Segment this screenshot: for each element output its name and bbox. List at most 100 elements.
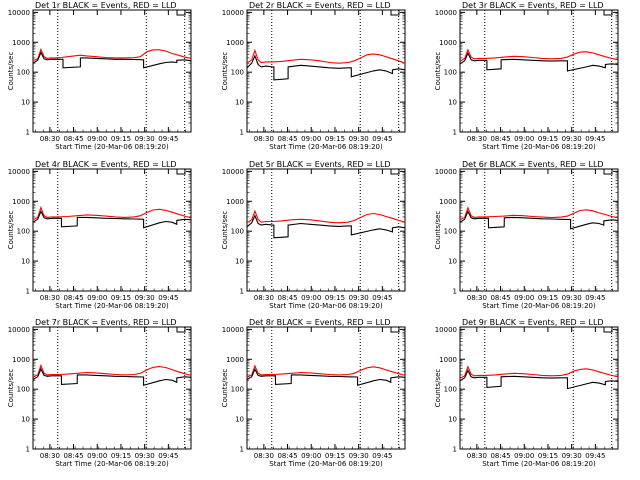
y-axis-label: Counts/sec <box>221 52 229 91</box>
corner-marker <box>603 10 613 16</box>
x-tick-label: 09:00 <box>87 135 107 143</box>
series-line-events <box>459 51 619 72</box>
corner-marker <box>176 327 186 333</box>
panel-title: Det 2r BLACK = Events, RED = LLD <box>249 1 391 10</box>
x-tick-label: 09:15 <box>538 452 558 460</box>
y-axis-label: Counts/sec <box>7 369 15 408</box>
y-tick-label: 100 <box>17 228 30 236</box>
y-tick-label: 1 <box>453 288 457 296</box>
detector-panel: Det 9r BLACK = Events, RED = LLD 1 10 100 10… <box>434 318 619 468</box>
series-line-lld <box>459 48 619 62</box>
series-line-events <box>246 368 406 387</box>
panel-title: Det 6r BLACK = Events, RED = LLD <box>462 160 604 169</box>
x-tick-label: 08:45 <box>490 294 510 302</box>
y-tick-label: 1 <box>453 129 457 137</box>
x-tick-label: 09:45 <box>585 452 605 460</box>
detector-panel: Det 3r BLACK = Events, RED = LLD 1 10 100 10… <box>434 1 619 151</box>
y-tick-label: 1 <box>26 446 30 454</box>
detector-panel: Det 8r BLACK = Events, RED = LLD 1 10 100 10… <box>221 318 406 468</box>
y-axis-label: Counts/sec <box>434 369 442 408</box>
x-tick-label: 09:30 <box>562 452 582 460</box>
x-axis-label: Start Time (20-Mar-06 08:19:20) <box>269 302 383 310</box>
x-tick-label: 08:45 <box>63 135 83 143</box>
x-tick-label: 09:30 <box>349 135 369 143</box>
series-line-lld <box>32 47 192 62</box>
plot-frame <box>32 326 192 450</box>
x-tick-label: 08:30 <box>467 294 487 302</box>
series-line-lld <box>459 365 619 379</box>
y-tick-label: 10000 <box>222 326 244 334</box>
y-tick-label: 1000 <box>439 39 457 47</box>
x-tick-label: 09:00 <box>514 294 534 302</box>
panel-title: Det 3r BLACK = Events, RED = LLD <box>462 1 604 10</box>
x-tick-label: 09:15 <box>325 294 345 302</box>
x-axis-label: Start Time (20-Mar-06 08:19:20) <box>482 143 596 151</box>
x-tick-label: 09:30 <box>349 294 369 302</box>
x-tick-label: 09:15 <box>538 294 558 302</box>
x-axis-label: Start Time (20-Mar-06 08:19:20) <box>269 460 383 468</box>
x-tick-label: 09:00 <box>514 452 534 460</box>
x-tick-label: 09:45 <box>158 294 178 302</box>
x-axis-label: Start Time (20-Mar-06 08:19:20) <box>482 302 596 310</box>
y-tick-label: 10 <box>235 99 244 107</box>
y-axis-label: Counts/sec <box>221 211 229 250</box>
y-tick-label: 100 <box>17 69 30 77</box>
y-axis-label: Counts/sec <box>7 52 15 91</box>
series-line-events <box>32 367 192 387</box>
y-tick-label: 100 <box>231 228 244 236</box>
y-tick-label: 1 <box>240 446 244 454</box>
x-tick-label: 09:00 <box>301 135 321 143</box>
y-tick-label: 1000 <box>12 198 30 206</box>
y-tick-label: 1 <box>453 446 457 454</box>
y-tick-label: 10000 <box>435 9 457 17</box>
y-tick-label: 10 <box>448 99 457 107</box>
y-tick-label: 1000 <box>226 39 244 47</box>
x-tick-label: 08:30 <box>254 135 274 143</box>
x-tick-label: 09:45 <box>372 135 392 143</box>
series-line-events <box>246 54 406 81</box>
series-line-events <box>32 51 192 69</box>
x-tick-label: 08:45 <box>277 135 297 143</box>
series-line-events <box>459 369 619 390</box>
x-tick-label: 09:15 <box>111 452 131 460</box>
y-tick-label: 1 <box>26 129 30 137</box>
x-tick-label: 08:30 <box>254 452 274 460</box>
plot-frame <box>32 9 192 133</box>
plot-frame <box>246 168 406 292</box>
x-tick-label: 09:30 <box>135 294 155 302</box>
series-line-events <box>459 210 619 230</box>
x-tick-label: 08:45 <box>63 452 83 460</box>
series-line-lld <box>246 48 406 64</box>
detector-panel: Det 5r BLACK = Events, RED = LLD 1 10 100 10… <box>221 160 406 310</box>
plot-frame <box>32 168 192 292</box>
x-tick-label: 09:45 <box>585 135 605 143</box>
x-tick-label: 09:00 <box>514 135 534 143</box>
y-tick-label: 10000 <box>435 326 457 334</box>
x-tick-label: 08:30 <box>467 452 487 460</box>
x-tick-label: 08:30 <box>467 135 487 143</box>
x-tick-label: 09:45 <box>372 452 392 460</box>
x-tick-label: 09:00 <box>301 452 321 460</box>
corner-marker <box>176 169 186 175</box>
x-tick-label: 08:30 <box>254 294 274 302</box>
plot-frame <box>459 326 619 450</box>
x-tick-label: 08:45 <box>490 135 510 143</box>
y-tick-label: 10000 <box>8 9 30 17</box>
series-line-lld <box>32 363 192 378</box>
x-tick-label: 09:00 <box>87 452 107 460</box>
x-tick-label: 09:30 <box>135 452 155 460</box>
x-tick-label: 09:15 <box>325 452 345 460</box>
x-tick-label: 09:15 <box>325 135 345 143</box>
detector-panel: Det 1r BLACK = Events, RED = LLD 1 10 100 10… <box>7 1 192 151</box>
x-tick-label: 09:45 <box>158 135 178 143</box>
x-tick-label: 09:45 <box>372 294 392 302</box>
y-tick-label: 10 <box>448 416 457 424</box>
y-axis-label: Counts/sec <box>221 369 229 408</box>
x-tick-label: 09:45 <box>158 452 178 460</box>
detector-panel: Det 7r BLACK = Events, RED = LLD 1 10 100 10… <box>7 318 192 468</box>
y-tick-label: 10 <box>21 416 30 424</box>
y-tick-label: 100 <box>444 386 457 394</box>
x-axis-label: Start Time (20-Mar-06 08:19:20) <box>55 143 169 151</box>
plot-frame <box>246 326 406 450</box>
